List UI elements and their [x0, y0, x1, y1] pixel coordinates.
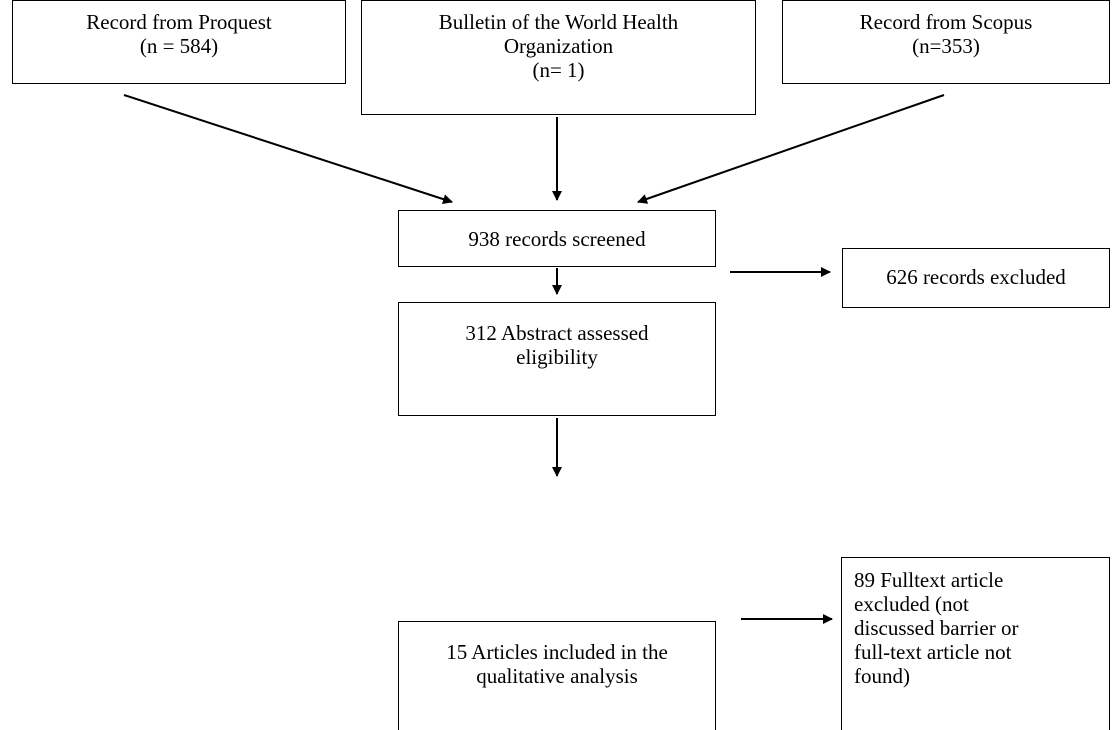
scopus-record-box: Record from Scopus (n=353) — [782, 0, 1110, 84]
arrow-proquest-to-screened — [123, 94, 453, 204]
who-bulletin-box: Bulletin of the World Health Organizatio… — [361, 0, 756, 115]
records-screened-box: 938 records screened — [398, 210, 716, 267]
abstract-eligibility-box: 312 Abstract assessed eligibility — [398, 302, 716, 416]
fulltext-line4: full-text article not — [854, 640, 1012, 664]
records-excluded-text: 626 records excluded — [886, 265, 1066, 289]
included-line2: qualitative analysis — [476, 664, 638, 688]
fulltext-line2: excluded (not — [854, 592, 969, 616]
who-label-line2: Organization — [503, 34, 614, 58]
articles-included-box: 15 Articles included in the qualitative … — [398, 621, 716, 730]
records-excluded-box: 626 records excluded — [842, 248, 1110, 308]
proquest-record-box: Record from Proquest (n = 584) — [12, 0, 346, 84]
abstract-line1: 312 Abstract assessed — [465, 321, 649, 345]
fulltext-line3: discussed barrier or — [854, 616, 1019, 640]
proquest-count: (n = 584) — [139, 34, 219, 58]
fulltext-line5: found) — [854, 664, 910, 688]
who-label-line1: Bulletin of the World Health — [438, 10, 679, 34]
included-line1: 15 Articles included in the — [446, 640, 668, 664]
fulltext-excluded-box: 89 Fulltext article excluded (not discus… — [841, 557, 1110, 730]
proquest-label: Record from Proquest — [86, 10, 272, 34]
records-screened-text: 938 records screened — [468, 227, 646, 251]
arrow-scopus-to-screened — [637, 94, 945, 204]
scopus-count: (n=353) — [912, 34, 980, 58]
scopus-label: Record from Scopus — [859, 10, 1033, 34]
who-count: (n= 1) — [532, 58, 585, 82]
fulltext-line1: 89 Fulltext article — [854, 568, 1004, 592]
abstract-line2: eligibility — [516, 345, 598, 369]
